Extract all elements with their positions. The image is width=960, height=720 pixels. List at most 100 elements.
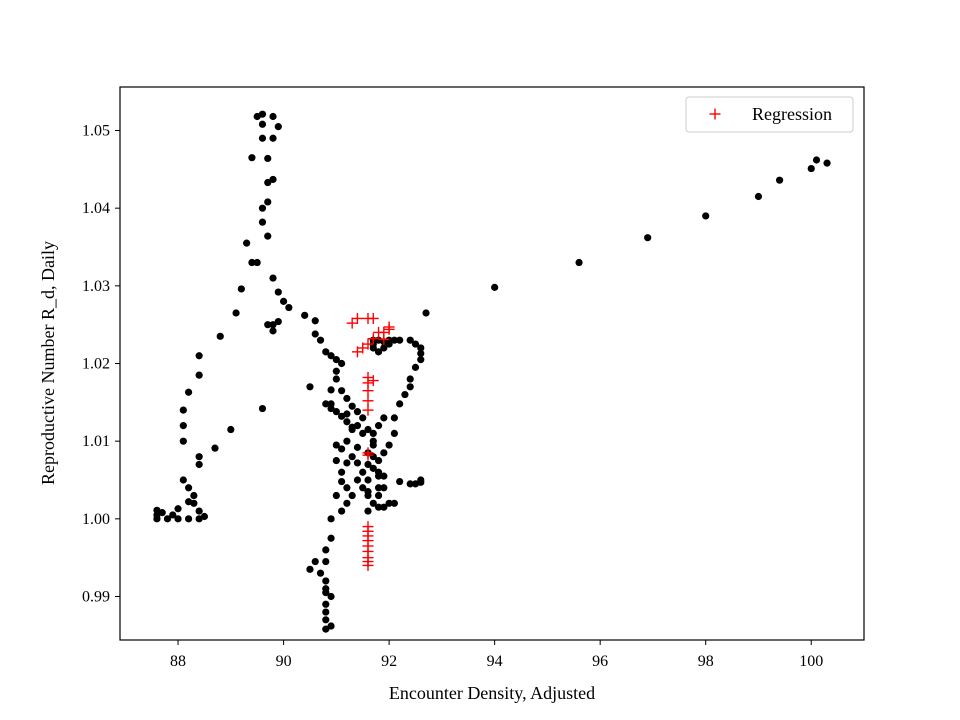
- data-point: [184, 388, 193, 396]
- data-point: [390, 429, 398, 438]
- data-point: [258, 204, 267, 212]
- data-point: [311, 330, 319, 338]
- regression-point: [357, 342, 369, 354]
- x-axis-ticks: 88 90 92 94 96 98 100: [170, 640, 823, 670]
- data-point: [279, 297, 288, 305]
- data-point: [417, 344, 425, 352]
- data-point: [153, 515, 161, 523]
- data-point: [169, 511, 177, 519]
- data-point: [374, 484, 383, 492]
- data-point: [359, 414, 367, 422]
- data-point: [338, 507, 346, 515]
- data-point: [327, 592, 335, 601]
- regression-point: [367, 375, 379, 387]
- y-tick-label: 1.00: [82, 511, 110, 528]
- y-axis-label: Reproductive Number R_d, Daily: [38, 241, 58, 485]
- data-point: [237, 285, 245, 293]
- data-point: [269, 112, 277, 121]
- data-point: [316, 569, 325, 577]
- data-point: [374, 503, 383, 511]
- data-point: [200, 512, 209, 521]
- data-point: [264, 178, 272, 187]
- data-point: [343, 484, 351, 492]
- data-point: [396, 400, 404, 408]
- observed-series: [153, 110, 831, 633]
- data-point: [311, 557, 319, 566]
- data-point: [348, 402, 356, 410]
- data-point: [174, 505, 182, 513]
- y-tick-label: 1.03: [82, 278, 110, 295]
- data-point: [380, 414, 388, 422]
- data-point: [374, 491, 383, 500]
- data-point: [327, 622, 335, 630]
- regression-series: [346, 312, 395, 571]
- data-point: [380, 344, 388, 352]
- data-point: [248, 258, 256, 267]
- data-point: [306, 565, 314, 573]
- data-point: [322, 589, 330, 597]
- y-tick-label: 1.01: [82, 433, 110, 450]
- data-point: [258, 120, 267, 128]
- data-point: [179, 406, 187, 414]
- data-point: [179, 437, 187, 445]
- data-point: [184, 515, 193, 523]
- data-point: [327, 515, 335, 523]
- data-point: [174, 515, 182, 523]
- data-point: [163, 515, 172, 523]
- data-point: [227, 425, 235, 434]
- data-point: [332, 491, 340, 500]
- data-point: [348, 453, 356, 461]
- data-point: [369, 429, 377, 438]
- data-point: [812, 156, 821, 164]
- data-point: [258, 404, 267, 413]
- data-point: [369, 344, 377, 352]
- data-point: [190, 499, 198, 507]
- regression-point: [367, 312, 379, 324]
- data-point: [343, 418, 351, 426]
- data-point: [327, 386, 335, 394]
- data-point: [322, 348, 330, 356]
- data-point: [322, 625, 330, 633]
- data-point: [338, 468, 346, 476]
- x-tick-label: 90: [276, 653, 292, 670]
- data-point: [195, 352, 203, 360]
- data-point: [369, 499, 377, 507]
- data-point: [322, 400, 330, 408]
- data-point: [322, 557, 330, 566]
- y-tick-label: 0.99: [82, 589, 110, 606]
- data-point: [353, 476, 362, 484]
- data-point: [374, 472, 383, 480]
- data-point: [232, 309, 240, 317]
- data-point: [411, 363, 420, 371]
- data-point: [417, 476, 425, 484]
- data-point: [374, 348, 383, 356]
- data-point: [406, 480, 414, 488]
- x-axis-label: Encounter Density, Adjusted: [389, 683, 595, 703]
- data-point: [401, 390, 409, 399]
- data-point: [823, 159, 831, 167]
- data-point: [385, 340, 393, 348]
- legend: Regression: [685, 96, 854, 133]
- data-point: [248, 154, 256, 162]
- data-point: [253, 258, 261, 267]
- data-point: [364, 460, 372, 469]
- data-point: [195, 507, 203, 515]
- x-tick-label: 96: [592, 653, 608, 670]
- x-tick-label: 98: [698, 653, 714, 670]
- data-point: [417, 349, 425, 358]
- data-point: [390, 414, 398, 422]
- data-point: [359, 429, 367, 438]
- data-point: [322, 577, 330, 585]
- data-point: [385, 499, 393, 507]
- data-point: [348, 423, 356, 431]
- y-tick-label: 1.02: [82, 356, 110, 373]
- regression-point: [378, 333, 390, 345]
- data-point: [390, 499, 398, 507]
- y-tick-label: 1.05: [82, 122, 110, 139]
- data-point: [332, 367, 340, 375]
- data-point: [327, 352, 335, 360]
- data-point: [380, 472, 388, 480]
- data-point: [353, 459, 362, 467]
- data-point: [195, 371, 203, 379]
- data-point: [417, 356, 425, 364]
